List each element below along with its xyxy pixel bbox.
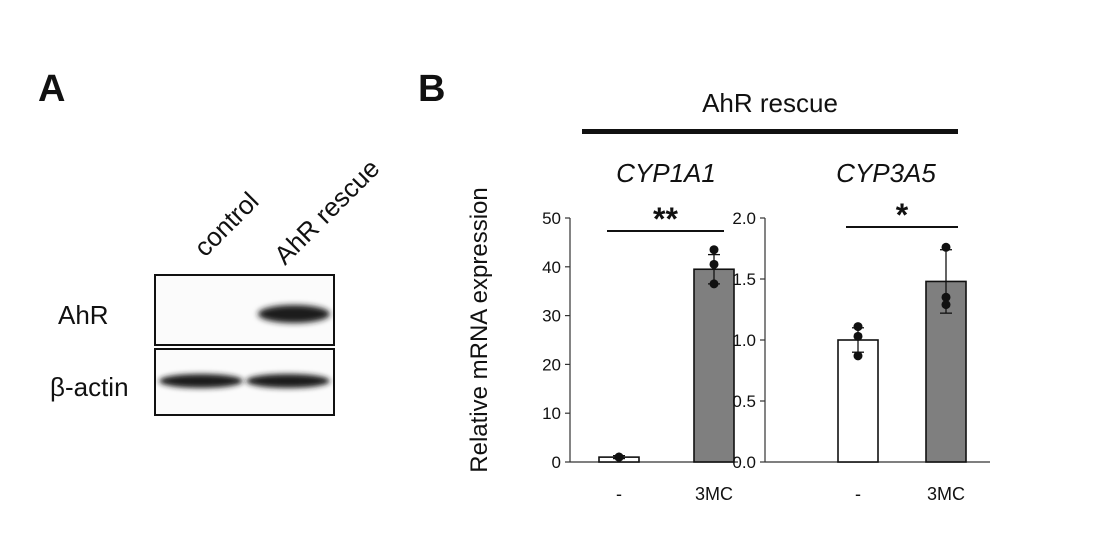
group-title: AhR rescue <box>702 88 838 118</box>
y-tick-label-cyp1a1: 20 <box>542 355 561 374</box>
beta-actin-band-rescue <box>246 374 330 388</box>
data-point-cyp1a1-1-0 <box>709 245 719 255</box>
y-tick-label-cyp3a5: 0.0 <box>732 453 756 472</box>
y-tick-label-cyp3a5: 2.0 <box>732 209 756 228</box>
panel-a-letter: A <box>38 68 66 110</box>
blot-bands-ahr <box>258 305 330 323</box>
blot-row-label-ahr: AhR <box>58 300 109 330</box>
category-label-cyp3a5-1: 3MC <box>927 484 965 504</box>
beta-actin-band-control <box>159 374 243 388</box>
data-point-cyp3a5-0-1 <box>853 331 863 341</box>
data-point-cyp3a5-1-1 <box>941 292 951 302</box>
data-point-cyp1a1-1-2 <box>709 279 719 289</box>
category-label-cyp1a1-1: 3MC <box>695 484 733 504</box>
category-label-cyp1a1-0: - <box>616 484 622 504</box>
y-tick-label-cyp1a1: 0 <box>552 453 561 472</box>
ahr-band-rescue <box>258 305 330 323</box>
data-point-cyp1a1-0-2 <box>614 452 624 462</box>
chart-title-cyp3a5: CYP3A5 <box>836 158 936 188</box>
western-blot-ahr <box>154 274 335 346</box>
y-tick-label-cyp3a5: 0.5 <box>732 392 756 411</box>
y-tick-label-cyp1a1: 40 <box>542 258 561 277</box>
blot-row-label-beta-actin: β-actin <box>50 372 129 402</box>
data-point-cyp3a5-0-2 <box>853 351 863 361</box>
category-label-cyp3a5-0: - <box>855 484 861 504</box>
y-tick-label-cyp3a5: 1.5 <box>732 270 756 289</box>
data-point-cyp1a1-1-1 <box>709 259 719 269</box>
western-blot-beta-actin <box>154 348 335 416</box>
significance-marker-cyp1a1: ** <box>653 201 678 237</box>
panel-b-letter: B <box>418 68 446 110</box>
data-point-cyp3a5-0-0 <box>853 322 863 332</box>
blot-bands-beta-actin <box>159 374 330 388</box>
data-point-cyp3a5-1-0 <box>941 242 951 252</box>
significance-marker-cyp3a5: * <box>896 197 909 233</box>
bar-cyp1a1-1 <box>693 268 735 463</box>
data-point-cyp3a5-1-2 <box>941 300 951 310</box>
y-tick-label-cyp1a1: 50 <box>542 209 561 228</box>
group-title-bar <box>582 129 958 134</box>
y-tick-label-cyp1a1: 10 <box>542 404 561 423</box>
y-tick-label-cyp1a1: 30 <box>542 307 561 326</box>
chart-title-cyp1a1: CYP1A1 <box>616 158 716 188</box>
y-tick-label-cyp3a5: 1.0 <box>732 331 756 350</box>
